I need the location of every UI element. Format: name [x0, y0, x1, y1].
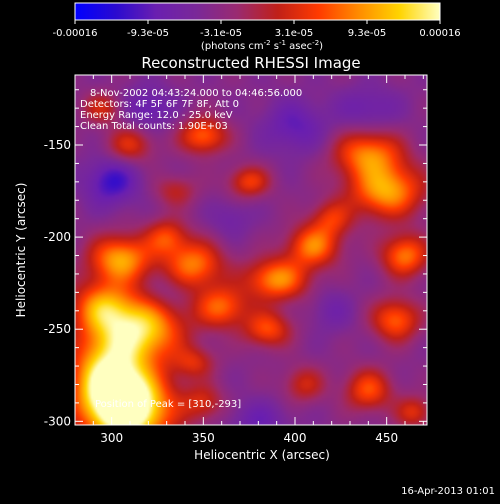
timestamp: 16-Apr-2013 01:01	[401, 486, 495, 497]
colorbar-tick-label: 0.00016	[419, 28, 460, 39]
colorbar-unit-label: (photons cm-2 s-1 asec-2)	[201, 39, 323, 52]
colorbar	[74, 2, 441, 21]
annotation-line: Energy Range: 12.0 - 25.0 keV	[80, 110, 233, 121]
x-axis-label: Heliocentric X (arcsec)	[194, 448, 330, 462]
colorbar-tick-label: 9.3e-05	[348, 28, 386, 39]
colorbar-ticks: -0.00016 -9.3e-05 -3.1e-05 3.1e-05 9.3e-05 0.…	[53, 20, 461, 39]
annotation-line: 8-Nov-2002 04:43:24.000 to 04:46:56.000	[90, 88, 302, 99]
y-axis-label: Heliocentric Y (arcsec)	[14, 183, 28, 318]
y-tick-label: -150	[44, 138, 71, 152]
axis-ticks: 300 350 400 450 -150 -200 -250 -300	[44, 75, 427, 445]
x-tick-label: 400	[284, 431, 307, 445]
peak-position-label: Position of Peak = [310,-293]	[95, 399, 241, 410]
heatmap-image	[75, 75, 427, 425]
annotation-block: 8-Nov-2002 04:43:24.000 to 04:46:56.000D…	[80, 88, 302, 132]
x-tick-label: 300	[100, 431, 123, 445]
colorbar-tick-label: -0.00016	[53, 28, 98, 39]
colorbar-tick-label: 3.1e-05	[275, 28, 313, 39]
x-tick-label: 350	[192, 431, 215, 445]
y-tick-label: -200	[44, 230, 71, 244]
x-tick-label: 450	[375, 431, 398, 445]
y-tick-label: -250	[44, 322, 71, 336]
annotation-line: Detectors: 4F 5F 6F 7F 8F, Att 0	[80, 99, 239, 110]
colorbar-tick-label: -9.3e-05	[127, 28, 169, 39]
chart-title: Reconstructed RHESSI Image	[141, 54, 360, 72]
colorbar-tick-label: -3.1e-05	[200, 28, 242, 39]
y-tick-label: -300	[44, 414, 71, 428]
plot-frame	[74, 74, 428, 426]
annotation-line: Clean Total counts: 1.90E+03	[80, 121, 228, 132]
